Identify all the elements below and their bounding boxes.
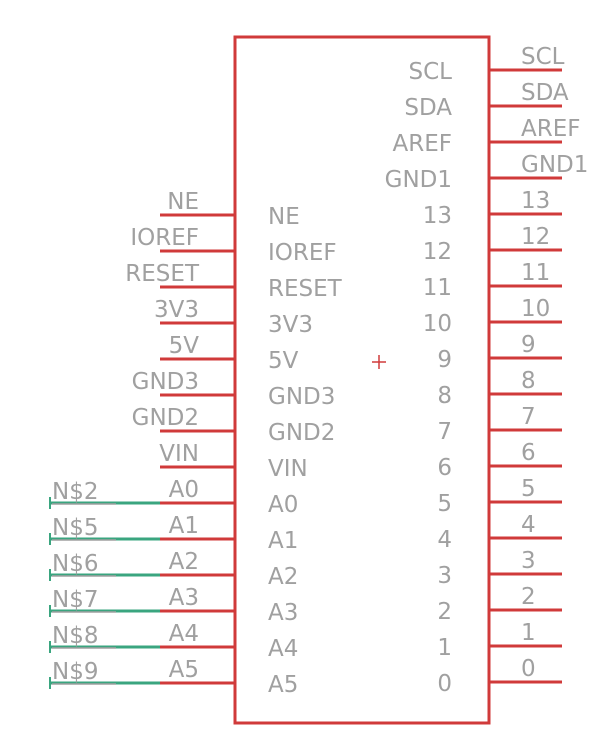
pin-label-gnd1: GND1 <box>521 152 588 178</box>
inner-label-a2: A2 <box>268 564 298 590</box>
inner-label-2: 2 <box>437 599 452 625</box>
pin-label-ne: NE <box>167 189 199 215</box>
pin-label-0: 0 <box>521 656 536 682</box>
pin-label-5v: 5V <box>169 333 200 359</box>
inner-label-a0: A0 <box>268 492 298 518</box>
net-label-n-6: N$6 <box>52 551 98 577</box>
inner-label-ioref: IOREF <box>268 240 337 266</box>
pin-label-gnd3: GND3 <box>132 369 199 395</box>
net-label-n-7: N$7 <box>52 587 98 613</box>
pin-label-3v3: 3V3 <box>154 297 199 323</box>
inner-label-12: 12 <box>423 239 452 265</box>
pin-label-1: 1 <box>521 620 536 646</box>
labels-layer: NE NE IOREF IOREF RESET RESET 3V3 3V3 5V 5V GND3 GN… <box>52 44 588 698</box>
net-label-n-8: N$8 <box>52 623 98 649</box>
inner-label-6: 6 <box>437 455 452 481</box>
inner-label-vin: VIN <box>268 456 308 482</box>
inner-label-sda: SDA <box>404 95 452 121</box>
inner-label-11: 11 <box>423 275 452 301</box>
pin-label-9: 9 <box>521 332 536 358</box>
pin-label-a0: A0 <box>169 477 199 503</box>
inner-label-scl: SCL <box>409 59 453 85</box>
pins-layer <box>160 68 562 685</box>
pin-label-scl: SCL <box>521 44 565 70</box>
pin-label-a2: A2 <box>169 549 199 575</box>
pin-label-5: 5 <box>521 476 536 502</box>
pin-label-a1: A1 <box>169 513 199 539</box>
inner-label-a5: A5 <box>268 672 298 698</box>
inner-label-10: 10 <box>423 311 452 337</box>
pin-label-8: 8 <box>521 368 536 394</box>
pin-label-ioref: IOREF <box>130 225 199 251</box>
pin-label-a3: A3 <box>169 585 199 611</box>
inner-label-3: 3 <box>437 563 452 589</box>
inner-label-9: 9 <box>437 347 452 373</box>
pin-label-11: 11 <box>521 260 550 286</box>
inner-label-4: 4 <box>437 527 452 553</box>
inner-label-a1: A1 <box>268 528 298 554</box>
inner-label-7: 7 <box>437 419 452 445</box>
inner-label-8: 8 <box>437 383 452 409</box>
inner-label-ne: NE <box>268 204 300 230</box>
pin-label-sda: SDA <box>521 80 569 106</box>
pin-label-2: 2 <box>521 584 536 610</box>
pin-label-aref: AREF <box>521 116 580 142</box>
pin-label-gnd2: GND2 <box>132 405 199 431</box>
inner-label-5: 5 <box>437 491 452 517</box>
arduino-part-body[interactable] <box>233 35 491 725</box>
net-label-n-9: N$9 <box>52 659 98 685</box>
pin-label-3: 3 <box>521 548 536 574</box>
inner-label-gnd3: GND3 <box>268 384 335 410</box>
net-wires-layer <box>49 497 160 689</box>
pin-label-a5: A5 <box>169 657 199 683</box>
inner-label-reset: RESET <box>268 276 343 302</box>
pin-label-13: 13 <box>521 188 550 214</box>
inner-label-0: 0 <box>437 671 452 697</box>
inner-label-a3: A3 <box>268 600 298 626</box>
pin-label-a4: A4 <box>169 621 199 647</box>
net-label-n-5: N$5 <box>52 515 98 541</box>
inner-label-a4: A4 <box>268 636 298 662</box>
inner-label-gnd1: GND1 <box>385 167 452 193</box>
pin-label-6: 6 <box>521 440 536 466</box>
inner-label-1: 1 <box>437 635 452 661</box>
pin-label-4: 4 <box>521 512 536 538</box>
pin-label-reset: RESET <box>125 261 200 287</box>
inner-label-5v: 5V <box>268 348 299 374</box>
inner-label-3v3: 3V3 <box>268 312 313 338</box>
inner-label-13: 13 <box>423 203 452 229</box>
pin-label-12: 12 <box>521 224 550 250</box>
inner-label-aref: AREF <box>393 131 452 157</box>
part-origin-cross-icon <box>372 355 386 369</box>
net-label-n-2: N$2 <box>52 479 98 505</box>
pin-label-10: 10 <box>521 296 550 322</box>
pin-label-7: 7 <box>521 404 536 430</box>
inner-label-gnd2: GND2 <box>268 420 335 446</box>
pin-label-vin: VIN <box>159 441 199 467</box>
